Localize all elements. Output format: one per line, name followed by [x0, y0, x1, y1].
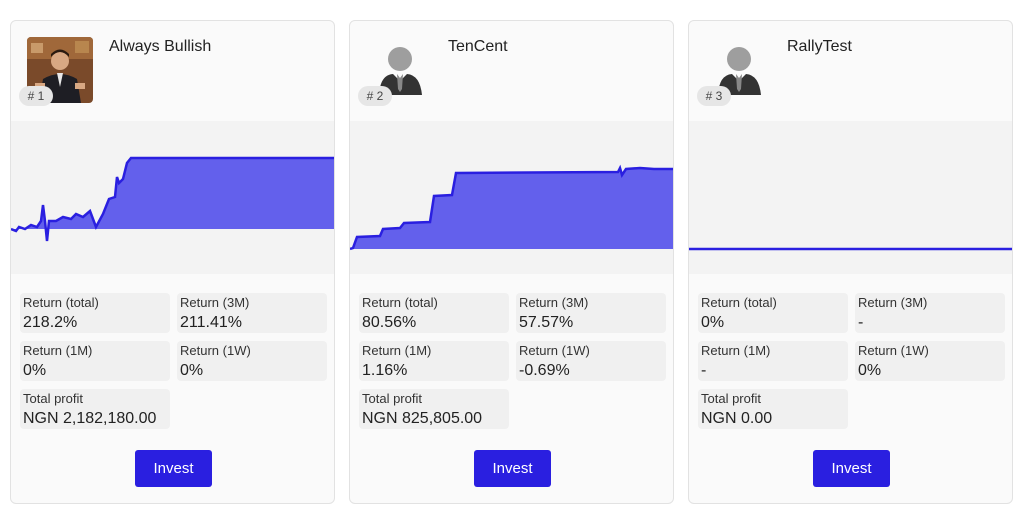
- stat-value: -: [858, 314, 864, 331]
- stat-return-total: Return (total) 0%: [698, 293, 848, 333]
- performance-chart: [689, 121, 1012, 274]
- stat-return-total: Return (total) 80.56%: [359, 293, 509, 333]
- stat-value: 0%: [180, 362, 204, 379]
- stat-return-3m: Return (3M) 211.41%: [177, 293, 327, 333]
- trader-name[interactable]: Always Bullish: [109, 38, 212, 55]
- rank-badge: # 1: [19, 86, 53, 106]
- stat-label: Total profit: [23, 391, 83, 406]
- stat-total-profit: Total profit NGN 825,805.00: [359, 389, 509, 429]
- stat-total-profit: Total profit NGN 0.00: [698, 389, 848, 429]
- stat-label: Return (1W): [180, 343, 251, 358]
- trader-card-3: # 3 RallyTest Return (total) 0% Return (…: [688, 20, 1013, 504]
- stat-label: Return (1W): [858, 343, 929, 358]
- performance-line: [11, 156, 334, 242]
- performance-chart: [350, 121, 673, 274]
- stat-label: Return (1M): [362, 343, 432, 358]
- card-header: # 2 TenCent: [350, 21, 673, 121]
- performance-chart: [11, 121, 334, 274]
- stat-value: 0%: [23, 362, 47, 379]
- stat-value: 80.56%: [362, 314, 417, 331]
- invest-button[interactable]: Invest: [813, 450, 890, 487]
- card-header: # 3 RallyTest: [689, 21, 1012, 121]
- stat-value: 211.41%: [180, 314, 242, 331]
- stat-value: 1.16%: [362, 362, 408, 379]
- performance-line: [350, 164, 673, 251]
- stat-return-3m: Return (3M) -: [855, 293, 1005, 333]
- trader-avatar: [705, 37, 771, 103]
- performance-area: [11, 158, 334, 241]
- stat-total-profit: Total profit NGN 2,182,180.00: [20, 389, 170, 429]
- stat-label: Return (total): [362, 295, 438, 310]
- stat-value: NGN 2,182,180.00: [23, 410, 157, 427]
- stat-return-3m: Return (3M) 57.57%: [516, 293, 666, 333]
- person-silhouette-icon: [718, 47, 761, 95]
- stat-value: NGN 825,805.00: [362, 410, 483, 427]
- stat-return-1m: Return (1M) -: [698, 341, 848, 381]
- stat-value: -: [701, 362, 707, 379]
- stat-label: Total profit: [701, 391, 761, 406]
- stat-return-1m: Return (1M) 1.16%: [359, 341, 509, 381]
- stat-value: 0%: [701, 314, 725, 331]
- rank-badge: # 2: [358, 86, 392, 106]
- stat-value: -0.69%: [519, 362, 570, 379]
- stat-value: 0%: [858, 362, 882, 379]
- stat-label: Total profit: [362, 391, 422, 406]
- trader-name[interactable]: TenCent: [448, 38, 508, 55]
- stat-return-1w: Return (1W) -0.69%: [516, 341, 666, 381]
- card-header: # 1 Always Bullish: [11, 21, 334, 121]
- stat-label: Return (3M): [858, 295, 928, 310]
- trader-name[interactable]: RallyTest: [787, 38, 852, 55]
- invest-button[interactable]: Invest: [135, 450, 212, 487]
- stat-label: Return (1M): [701, 343, 771, 358]
- stat-value: 218.2%: [23, 314, 78, 331]
- trader-card-2: # 2 TenCent Return (total) 80.56% Return…: [349, 20, 674, 504]
- stat-return-1m: Return (1M) 0%: [20, 341, 170, 381]
- performance-area: [350, 168, 673, 249]
- stat-value: NGN 0.00: [701, 410, 773, 427]
- stat-label: Return (total): [701, 295, 777, 310]
- stat-label: Return (1W): [519, 343, 590, 358]
- stat-return-1w: Return (1W) 0%: [855, 341, 1005, 381]
- invest-button[interactable]: Invest: [474, 450, 551, 487]
- stat-label: Return (1M): [23, 343, 93, 358]
- stat-label: Return (3M): [519, 295, 589, 310]
- stat-label: Return (total): [23, 295, 99, 310]
- stat-return-total: Return (total) 218.2%: [20, 293, 170, 333]
- trader-card-1: # 1 Always Bullish Return (total) 218.2%…: [10, 20, 335, 504]
- stat-value: 57.57%: [519, 314, 574, 331]
- rank-badge: # 3: [697, 86, 731, 106]
- stat-label: Return (3M): [180, 295, 250, 310]
- stat-return-1w: Return (1W) 0%: [177, 341, 327, 381]
